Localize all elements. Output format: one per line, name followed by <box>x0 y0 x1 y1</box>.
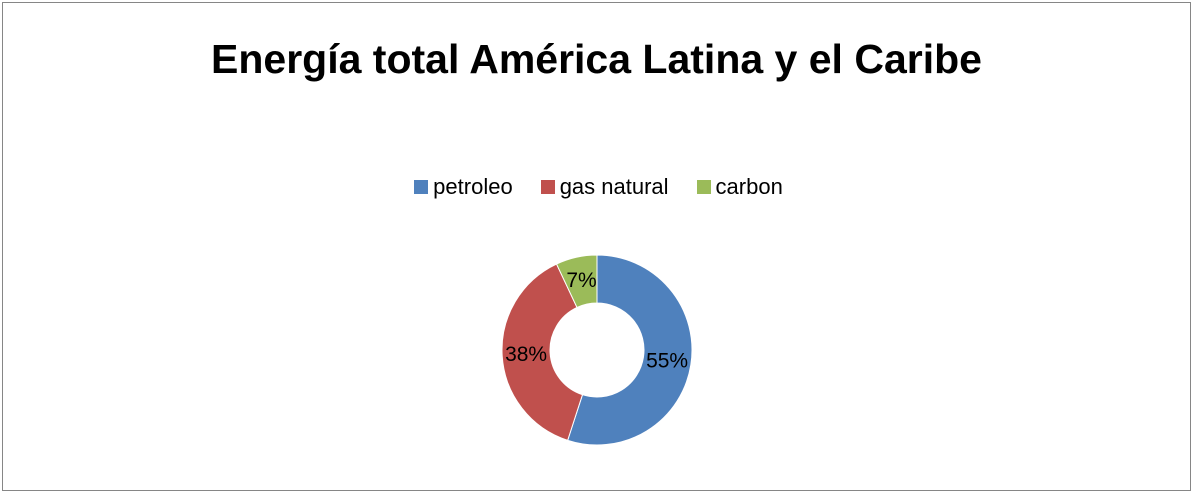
legend-label-carbon: carbon <box>715 174 783 199</box>
data-label-gas-natural: 38% <box>505 343 547 366</box>
legend-swatch-carbon <box>696 180 711 194</box>
data-label-petroleo: 55% <box>646 350 688 373</box>
legend-item-petroleo: petroleo <box>414 173 513 201</box>
data-label-carbon: 7% <box>566 269 596 292</box>
legend-item-carbon: carbon <box>696 173 783 201</box>
donut-slice-gas-natural <box>501 263 584 441</box>
legend: petroleo gas natural carbon <box>5 173 1192 201</box>
legend-label-petroleo: petroleo <box>433 174 513 199</box>
legend-swatch-petroleo <box>414 180 429 194</box>
legend-swatch-gas-natural <box>540 180 555 194</box>
legend-label-gas-natural: gas natural <box>559 174 669 199</box>
chart-title: Energía total América Latina y el Caribe <box>211 36 982 82</box>
donut-slice-petroleo <box>567 254 693 446</box>
donut-slice-carbon <box>555 254 598 309</box>
legend-item-gas-natural: gas natural <box>540 173 669 201</box>
